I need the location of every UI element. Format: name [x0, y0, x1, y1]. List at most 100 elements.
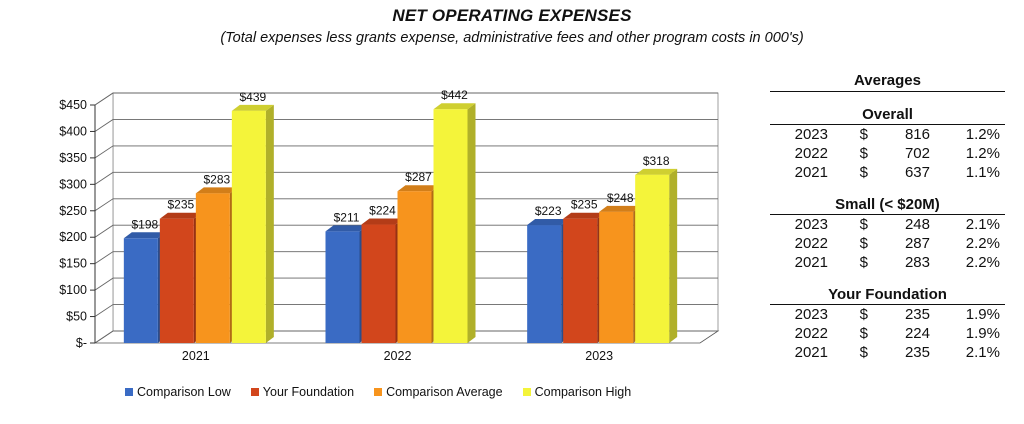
bar-top — [635, 168, 678, 175]
data-label: $287 — [405, 170, 432, 184]
bar-top — [123, 232, 166, 239]
legend-item-comparison-high: Comparison High — [522, 385, 631, 399]
table-row: 2022 $ 224 1.9% — [770, 324, 1005, 343]
bar-side — [265, 104, 274, 343]
legend-swatch — [374, 388, 383, 396]
gridline — [94, 145, 718, 159]
gridline — [94, 330, 718, 344]
y-tick-label: $350 — [59, 151, 87, 165]
row-value: 287 — [904, 235, 930, 252]
y-tick-label: $100 — [59, 283, 87, 297]
row-year: 2021 — [794, 164, 828, 181]
row-year: 2023 — [794, 216, 828, 233]
row-currency: $ — [859, 216, 868, 233]
x-tick-label: 2022 — [384, 349, 412, 363]
table-row: 2021 $ 283 2.2% — [770, 253, 1005, 272]
legend-swatch — [125, 388, 133, 396]
gridline — [94, 224, 718, 238]
bar-chart: $- $50 $100 $150 $200 $250 $300 $350 $400 $450 202… — [59, 88, 720, 363]
gridline — [94, 198, 718, 212]
chart-title: NET OPERATING EXPENSES — [392, 6, 632, 25]
bar — [599, 211, 634, 343]
row-currency: $ — [859, 164, 868, 181]
bar-top — [397, 185, 440, 192]
legend-item-comparison-low: Comparison Low — [125, 385, 231, 399]
gridline — [94, 277, 718, 291]
bar-top — [325, 225, 368, 232]
row-year: 2023 — [794, 126, 828, 143]
bar — [195, 193, 230, 343]
row-pct: 1.9% — [965, 325, 1000, 342]
row-value: 283 — [904, 254, 930, 271]
row-currency: $ — [859, 325, 868, 342]
bar — [159, 218, 194, 343]
row-value: 235 — [904, 306, 930, 323]
y-tick-label: $- — [76, 336, 87, 350]
table-row: 2021 $ 637 1.1% — [770, 163, 1005, 182]
gridline — [94, 118, 718, 132]
row-pct: 2.1% — [965, 344, 1000, 361]
group-title: Small (< $20M) — [770, 196, 1005, 215]
row-year: 2022 — [794, 235, 828, 252]
bar-top — [159, 212, 202, 219]
row-value: 637 — [904, 164, 930, 181]
row-pct: 2.2% — [965, 254, 1000, 271]
y-tick-label: $200 — [59, 230, 87, 244]
row-year: 2021 — [794, 344, 828, 361]
row-value: 248 — [904, 216, 930, 233]
row-pct: 1.1% — [965, 164, 1000, 181]
legend-label: Your Foundation — [262, 385, 355, 399]
bar — [123, 238, 158, 343]
row-currency: $ — [859, 254, 868, 271]
data-label: $211 — [334, 210, 360, 224]
row-currency: $ — [859, 306, 868, 323]
row-value: 224 — [904, 325, 930, 342]
row-pct: 1.2% — [965, 126, 1000, 143]
data-label: $439 — [239, 90, 266, 104]
y-tick-label: $450 — [59, 98, 87, 112]
row-currency: $ — [859, 126, 868, 143]
table-row: 2023 $ 248 2.1% — [770, 215, 1005, 234]
bar — [635, 174, 670, 343]
legend-item-your-foundation: Your Foundation — [250, 385, 355, 399]
data-label: $235 — [571, 198, 598, 212]
y-tick-label: $400 — [59, 124, 87, 138]
gridline — [94, 251, 718, 265]
row-pct: 1.2% — [965, 145, 1000, 162]
table-row: 2021 $ 235 2.1% — [770, 343, 1005, 362]
bar — [433, 109, 468, 343]
gridline — [94, 304, 718, 317]
legend-swatch — [522, 388, 531, 396]
bar — [563, 218, 598, 343]
y-tick-label: $300 — [59, 177, 87, 191]
row-year: 2023 — [794, 306, 828, 323]
group-title: Your Foundation — [770, 286, 1005, 305]
bar — [527, 225, 562, 343]
bar-side — [467, 103, 476, 343]
bar-top — [527, 219, 570, 226]
row-value: 702 — [904, 145, 930, 162]
plot-side-wall — [94, 92, 114, 344]
bar-top — [195, 187, 238, 194]
table-row: 2023 $ 816 1.2% — [770, 125, 1005, 144]
legend-swatch — [250, 388, 259, 396]
table-row: 2022 $ 702 1.2% — [770, 144, 1005, 163]
table-row: 2022 $ 287 2.2% — [770, 234, 1005, 253]
row-currency: $ — [859, 145, 868, 162]
bar-top — [361, 218, 404, 225]
row-value: 235 — [904, 344, 930, 361]
bar — [361, 224, 396, 343]
row-pct: 1.9% — [965, 306, 1000, 323]
averages-heading: Averages — [770, 72, 1005, 92]
gridline — [94, 92, 718, 106]
row-year: 2021 — [794, 254, 828, 271]
table-row: 2023 $ 235 1.9% — [770, 305, 1005, 324]
y-tick-label: $50 — [66, 310, 87, 324]
y-tick-label: $250 — [59, 204, 87, 218]
x-tick-label: 2023 — [585, 349, 613, 363]
bar — [397, 191, 432, 343]
bar-top — [433, 103, 476, 110]
group-title: Overall — [770, 106, 1005, 125]
data-label: $283 — [203, 172, 230, 186]
data-label: $318 — [643, 154, 670, 168]
